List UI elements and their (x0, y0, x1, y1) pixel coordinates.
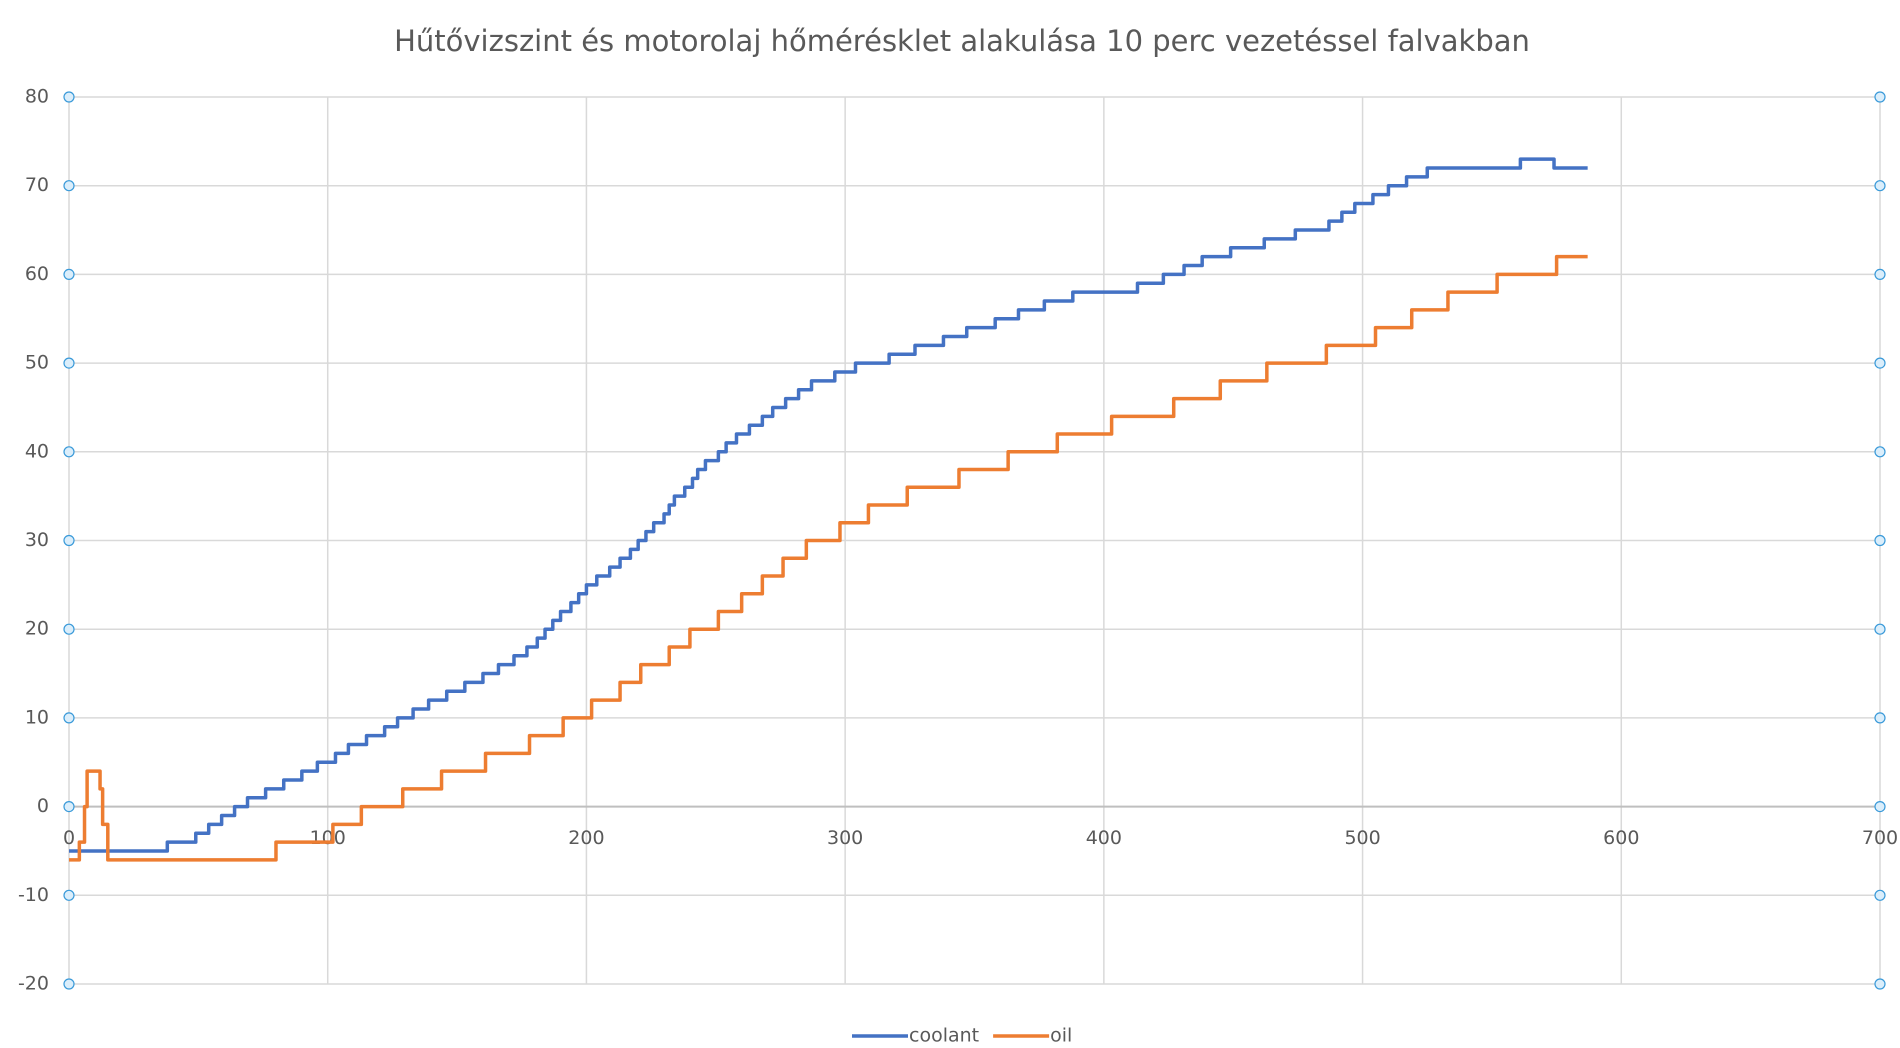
selection-handle (63, 623, 75, 635)
x-tick-label: 200 (568, 827, 604, 849)
x-tick-label: 500 (1344, 827, 1380, 849)
x-tick-label: 0 (63, 827, 75, 849)
y-tick-label: 80 (25, 86, 49, 108)
selection-handle (1874, 268, 1886, 280)
selection-handle (1874, 180, 1886, 192)
chart-title: Hűtővizszint és motorolaj hőmérésklet al… (394, 24, 1530, 58)
y-tick-label: -20 (18, 973, 49, 995)
selection-handle (63, 446, 75, 458)
selection-handle (63, 800, 75, 813)
selection-handle (1874, 446, 1886, 458)
selection-handle (1874, 978, 1886, 990)
selection-handle (1874, 800, 1886, 813)
x-tick-label: 600 (1603, 827, 1639, 849)
series-line (69, 157, 1588, 853)
selection-handle (63, 712, 75, 724)
x-tick-label: 300 (827, 827, 863, 849)
y-tick-label: 70 (25, 174, 49, 196)
selection-handle (1874, 357, 1886, 369)
selection-handle (63, 357, 75, 369)
y-tick-label: 0 (37, 795, 49, 817)
legend-label: coolant (909, 1025, 979, 1047)
selection-handle (63, 91, 75, 103)
legend-label: oil (1050, 1025, 1072, 1047)
y-tick-label: 20 (25, 618, 49, 640)
selection-handle (63, 268, 75, 280)
y-tick-label: 10 (25, 706, 49, 728)
y-tick-label: 40 (25, 440, 49, 462)
selection-handle (63, 889, 75, 901)
selection-handle (63, 978, 75, 990)
y-tick-label: -10 (18, 884, 49, 906)
selection-handle (1874, 534, 1886, 547)
selection-handle (1874, 91, 1886, 103)
x-tick-label: 700 (1862, 827, 1898, 849)
y-tick-label: 60 (25, 263, 49, 285)
selection-handle (1874, 712, 1886, 724)
y-tick-label: 50 (25, 352, 49, 374)
selection-handle (63, 180, 75, 192)
selection-handle (1874, 889, 1886, 901)
y-tick-label: 30 (25, 529, 49, 551)
x-tick-label: 100 (310, 827, 346, 849)
x-tick-label: 400 (1086, 827, 1122, 849)
selection-handle (63, 534, 75, 547)
selection-handle (1874, 623, 1886, 635)
series-line (69, 254, 1588, 862)
